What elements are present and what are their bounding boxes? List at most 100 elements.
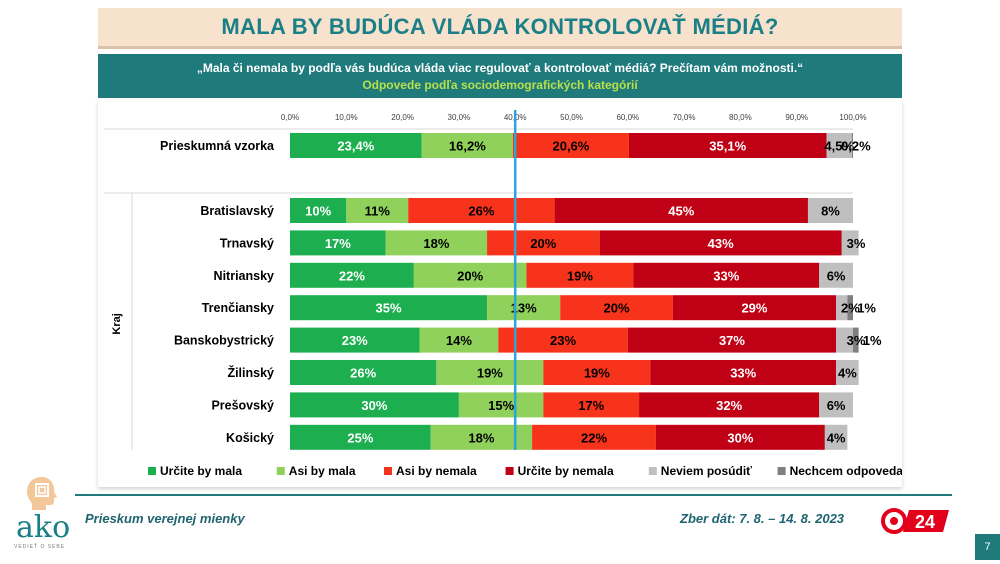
row-category-label: Prieskumná vzorka — [160, 139, 275, 153]
bar-value-label: 26% — [468, 204, 494, 219]
bar-value-label: 22% — [339, 268, 365, 283]
x-tick-label: 100,0% — [839, 113, 866, 122]
footer-date-range: Zber dát: 7. 8. – 14. 8. 2023 — [680, 511, 845, 526]
page-number: 7 — [975, 534, 1000, 560]
bar-segment — [487, 295, 561, 321]
row-category-label: Nitriansky — [214, 269, 274, 283]
row-category-label: Prešovský — [211, 398, 274, 412]
bar-value-label: 33% — [730, 366, 756, 381]
title-bar: MALA BY BUDÚCA VLÁDA KONTROLOVAŤ MÉDIÁ? — [98, 8, 902, 49]
bar-value-label: 20% — [604, 301, 630, 316]
bar-segment — [512, 133, 629, 158]
bar-value-label-outside: 0,2% — [841, 139, 871, 154]
bar-value-label: 30% — [361, 398, 387, 413]
bar-segment — [290, 295, 488, 321]
bar-segment — [346, 198, 409, 223]
bar-value-label: 23% — [342, 333, 368, 348]
row-category-label: Bratislavský — [200, 204, 274, 218]
bar-segment — [421, 133, 513, 158]
row-category-label: Košický — [226, 431, 274, 445]
legend-swatch — [148, 467, 156, 475]
bar-segment — [290, 392, 459, 418]
bar-segment — [385, 230, 488, 256]
bar-segment — [526, 262, 634, 288]
bar-value-label: 16,2% — [449, 139, 486, 154]
tv24-logo: 24 — [881, 508, 951, 534]
legend-swatch — [648, 467, 657, 475]
bar-segment — [408, 198, 555, 223]
bar-value-label: 13% — [511, 301, 537, 316]
bar-segment — [487, 230, 600, 256]
bar-value-label: 18% — [423, 236, 449, 251]
legend-swatch — [505, 467, 514, 475]
ako-logo-tagline: VEDIEŤ O SEBE — [14, 544, 66, 550]
bar-segment — [290, 262, 414, 288]
bar-value-label: 33% — [713, 268, 739, 283]
bar-segment — [290, 327, 420, 353]
bar-segment — [824, 424, 848, 450]
x-tick-label: 30,0% — [448, 113, 471, 122]
bar-value-label: 23,4% — [337, 139, 374, 154]
stacked-bar-chart: 0,0%10,0%20,0%30,0%40,0%50,0%60,0%70,0%8… — [104, 110, 902, 478]
bar-segment — [836, 360, 859, 385]
row-category-label: Trnavský — [220, 236, 274, 250]
bar-value-label: 17% — [578, 398, 604, 413]
bar-segment — [458, 392, 544, 418]
bar-segment — [290, 198, 347, 223]
bar-value-label: 35,1% — [709, 139, 746, 154]
legend-swatch — [276, 467, 285, 475]
bar-value-label: 11% — [365, 204, 391, 219]
bar-segment — [628, 133, 827, 158]
legend-label: Asi by mala — [289, 464, 356, 478]
bar-segment — [836, 327, 853, 353]
bar-segment — [847, 295, 853, 321]
x-tick-label: 50,0% — [560, 113, 583, 122]
bar-value-label: 4% — [827, 430, 846, 445]
bar-segment — [819, 392, 853, 418]
bar-value-label: 18% — [468, 430, 494, 445]
legend-swatch — [384, 467, 392, 475]
tv24-logo-number: 24 — [915, 512, 935, 532]
x-tick-label: 90,0% — [785, 113, 808, 122]
bar-value-label: 4% — [838, 366, 857, 381]
bar-value-label-outside: 1% — [857, 301, 876, 316]
bar-value-label: 15% — [488, 398, 514, 413]
bar-segment — [672, 295, 837, 321]
x-tick-label: 0,0% — [281, 113, 299, 122]
legend-label: Neviem posúdiť — [661, 464, 752, 478]
bar-segment — [290, 424, 431, 450]
x-tick-label: 10,0% — [335, 113, 358, 122]
bar-value-label: 19% — [477, 366, 503, 381]
row-category-label: Trenčiansky — [202, 301, 274, 315]
bar-value-label: 10% — [305, 204, 331, 219]
x-tick-label: 80,0% — [729, 113, 752, 122]
bar-value-label: 4,5% — [824, 139, 854, 154]
subtitle-text: Odpovede podľa sociodemografických kateg… — [362, 77, 638, 92]
bar-value-label: 23% — [550, 333, 576, 348]
bar-value-label-outside: 3% — [847, 333, 866, 348]
ako-logo: ako VEDIEŤ O SEBE — [10, 474, 72, 554]
bar-segment — [655, 424, 825, 450]
bar-segment — [627, 327, 837, 353]
bar-segment — [841, 230, 859, 256]
bar-value-label: 6% — [827, 398, 846, 413]
bar-value-label: 35% — [376, 301, 402, 316]
row-category-label: Banskobystrický — [174, 334, 274, 348]
bar-segment — [290, 230, 386, 256]
bar-value-label: 37% — [719, 333, 745, 348]
bar-segment — [554, 198, 808, 223]
bar-value-label-outside: 1% — [863, 333, 882, 348]
bar-segment — [436, 360, 544, 385]
bar-value-label: 25% — [347, 430, 373, 445]
bar-value-label: 26% — [350, 366, 376, 381]
bar-segment — [543, 392, 640, 418]
bar-value-label: 30% — [727, 430, 753, 445]
question-bar: „Mala či nemala by podľa vás budúca vlád… — [98, 54, 902, 98]
bar-segment — [419, 327, 499, 353]
bar-value-label: 14% — [446, 333, 472, 348]
bar-segment — [826, 133, 852, 158]
bar-value-label: 20,6% — [552, 139, 589, 154]
legend-label: Asi by nemala — [396, 464, 477, 478]
bar-value-label: 45% — [668, 204, 694, 219]
bar-value-label: 6% — [827, 268, 846, 283]
